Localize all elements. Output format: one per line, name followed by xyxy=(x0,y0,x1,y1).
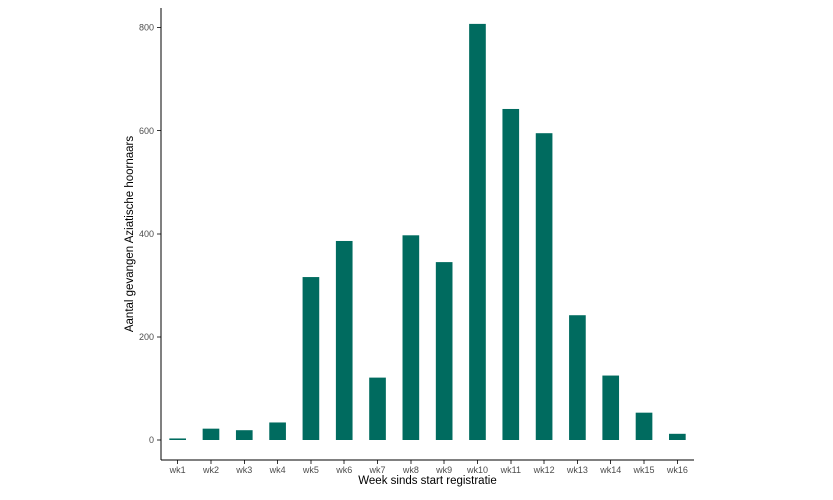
bar-wk3 xyxy=(235,430,253,440)
y-axis-ticks: 0 200 400 600 800 xyxy=(139,23,161,445)
x-tick-label: wk6 xyxy=(335,465,352,475)
x-tick-label: wk7 xyxy=(369,465,386,475)
bar-wk15 xyxy=(635,412,653,440)
x-tick-label: wk5 xyxy=(302,465,319,475)
x-tick-label: wk8 xyxy=(402,465,419,475)
x-tick-label: wk12 xyxy=(533,465,555,475)
y-tick-label: 200 xyxy=(139,332,154,342)
x-tick-label: wk2 xyxy=(202,465,219,475)
x-axis-title: Week sinds start registratie xyxy=(358,475,496,487)
y-axis-title: Aantal gevangen Aziatische hoornaars xyxy=(124,136,136,333)
y-tick-label: 0 xyxy=(149,435,154,445)
bar-wk5 xyxy=(302,277,320,440)
bar-wk8 xyxy=(402,235,420,440)
bar-wk13 xyxy=(569,315,586,440)
bar-wk1 xyxy=(169,438,186,440)
bar-wk11 xyxy=(502,108,520,440)
bar-wk10 xyxy=(469,23,486,440)
bar-wk2 xyxy=(202,428,220,440)
x-tick-label: wk14 xyxy=(599,465,621,475)
x-tick-label: wk1 xyxy=(169,465,186,475)
x-tick-label: wk16 xyxy=(666,465,688,475)
y-tick-label: 800 xyxy=(139,23,154,33)
y-tick-label: 600 xyxy=(139,126,154,136)
y-tick-label: 400 xyxy=(139,229,154,239)
x-tick-label: wk11 xyxy=(500,465,521,475)
bar-wk16 xyxy=(669,433,686,440)
bar-wk7 xyxy=(369,377,386,440)
x-tick-label: wk3 xyxy=(235,465,252,475)
bar-wk4 xyxy=(269,422,286,440)
bar-wk12 xyxy=(535,133,553,440)
bar-wk6 xyxy=(335,240,353,440)
x-tick-label: wk15 xyxy=(633,465,655,475)
x-tick-label: wk9 xyxy=(435,465,452,475)
bars-group xyxy=(169,23,686,440)
x-axis-ticks: wk1 wk2 wk3 wk4 wk5 wk6 wk7 wk8 wk9 wk10 wk11 wk12 w… xyxy=(169,460,688,475)
bar-wk9 xyxy=(435,262,453,440)
x-tick-label: wk4 xyxy=(269,465,286,475)
bar-wk14 xyxy=(602,375,620,440)
x-tick-label: wk10 xyxy=(466,465,488,475)
x-tick-label: wk13 xyxy=(566,465,588,475)
